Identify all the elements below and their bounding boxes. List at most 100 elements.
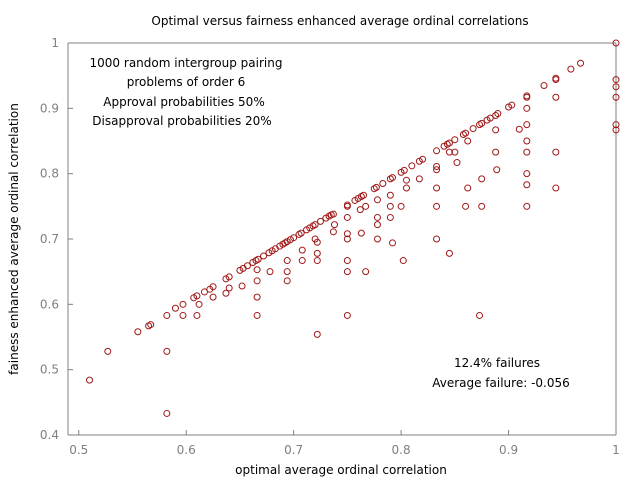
y-tick-label: 0.5 xyxy=(40,363,59,377)
data-point xyxy=(612,121,620,129)
data-point xyxy=(433,202,441,210)
data-point xyxy=(343,230,351,238)
data-point xyxy=(476,311,484,319)
data-point xyxy=(408,162,416,170)
data-point xyxy=(540,81,548,89)
data-point xyxy=(373,196,381,204)
data-point xyxy=(523,121,531,129)
data-point xyxy=(373,235,381,243)
data-point xyxy=(399,257,407,265)
data-point xyxy=(415,175,423,183)
x-tick-label: 0.9 xyxy=(499,443,518,457)
data-point xyxy=(402,184,410,192)
data-point xyxy=(329,228,337,236)
data-point xyxy=(523,148,531,156)
data-point xyxy=(243,262,251,270)
data-point xyxy=(567,65,575,73)
data-point xyxy=(492,126,500,134)
data-point xyxy=(400,166,408,174)
data-point xyxy=(612,83,620,91)
data-point xyxy=(254,255,262,263)
data-point xyxy=(260,252,268,260)
data-points xyxy=(85,39,620,417)
data-point xyxy=(313,257,321,265)
data-point xyxy=(433,147,441,155)
data-point xyxy=(373,221,381,229)
data-point xyxy=(402,176,410,184)
data-point xyxy=(253,277,261,285)
data-point xyxy=(433,166,441,174)
data-point xyxy=(283,268,291,276)
x-axis-label: optimal average ordinal correlation xyxy=(235,463,447,477)
data-point xyxy=(612,39,620,47)
data-point xyxy=(552,93,560,101)
data-point xyxy=(612,76,620,84)
annotation-line-4: Disapproval probabilities 20% xyxy=(92,114,271,128)
data-point xyxy=(389,174,397,182)
data-point xyxy=(451,136,459,144)
data-point xyxy=(389,239,397,247)
data-point xyxy=(445,139,453,147)
data-point xyxy=(379,179,387,187)
data-point xyxy=(552,184,560,192)
data-point xyxy=(492,148,500,156)
y-axis-label: fainess enhanced average ordinal correla… xyxy=(7,103,21,375)
data-point xyxy=(313,330,321,338)
data-point xyxy=(362,202,370,210)
data-point xyxy=(200,288,208,296)
data-point xyxy=(433,184,441,192)
data-point xyxy=(462,202,470,210)
data-point xyxy=(433,235,441,243)
data-point xyxy=(386,191,394,199)
data-point xyxy=(523,170,531,178)
data-point xyxy=(523,137,531,145)
data-point xyxy=(193,311,201,319)
data-point xyxy=(179,311,187,319)
data-point xyxy=(209,293,217,301)
data-point xyxy=(523,93,531,101)
data-point xyxy=(508,101,516,109)
average-failure-text: Average failure: -0.056 xyxy=(432,376,570,390)
data-point xyxy=(104,347,112,355)
data-point xyxy=(343,268,351,276)
y-tick-label: 1 xyxy=(51,36,59,50)
data-point xyxy=(523,181,531,189)
data-point xyxy=(171,304,179,312)
data-point xyxy=(317,217,325,225)
annotation-line-1: 1000 random intergroup pairing xyxy=(90,56,283,70)
y-axis-ticks: 0.4 0.5 0.6 0.7 0.8 0.9 1 xyxy=(40,36,73,442)
failures-text: 12.4% failures xyxy=(454,356,540,370)
x-tick-label: 0.8 xyxy=(392,443,411,457)
data-point xyxy=(343,202,351,210)
data-point xyxy=(478,119,486,127)
data-point xyxy=(330,221,338,229)
data-point xyxy=(85,376,93,384)
data-point xyxy=(283,257,291,265)
data-point xyxy=(253,311,261,319)
data-point xyxy=(222,289,230,297)
data-point xyxy=(193,292,201,300)
annotation-left: 1000 random intergroup pairing problems … xyxy=(90,56,283,128)
annotation-line-3: Approval probabilities 50% xyxy=(103,95,264,109)
y-tick-label: 0.8 xyxy=(40,167,59,181)
chart-title: Optimal versus fairness enhanced average… xyxy=(151,14,528,28)
x-tick-label: 0.5 xyxy=(69,443,88,457)
data-point xyxy=(397,202,405,210)
data-point xyxy=(612,126,620,134)
x-tick-label: 1 xyxy=(612,443,620,457)
x-tick-label: 0.7 xyxy=(284,443,303,457)
data-point xyxy=(311,221,319,229)
data-point xyxy=(486,114,494,122)
data-point xyxy=(179,300,187,308)
data-point xyxy=(612,93,620,101)
annotation-right: 12.4% failures Average failure: -0.056 xyxy=(432,356,570,390)
data-point xyxy=(195,300,203,308)
data-point xyxy=(163,347,171,355)
data-point xyxy=(469,125,477,133)
data-point xyxy=(313,238,321,246)
data-point xyxy=(357,229,365,237)
data-point xyxy=(253,293,261,301)
data-point xyxy=(433,162,441,170)
x-tick-label: 0.6 xyxy=(177,443,196,457)
data-point xyxy=(373,213,381,221)
